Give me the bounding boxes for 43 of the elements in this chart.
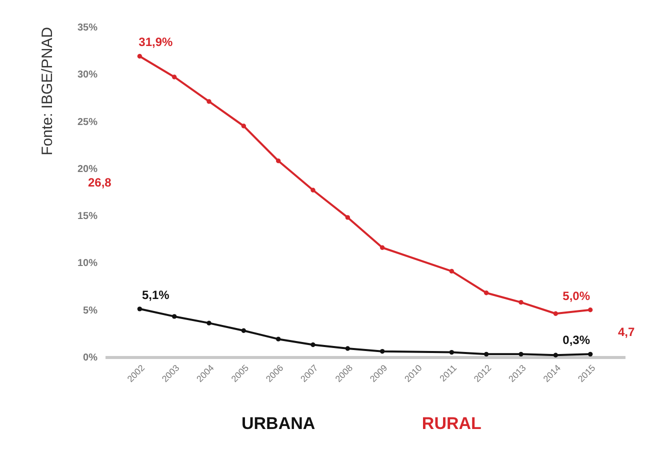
- point: [206, 320, 212, 326]
- point: [345, 215, 350, 220]
- point: [310, 188, 316, 192]
- text: RURAL: [422, 414, 482, 433]
- point: [449, 268, 454, 274]
- point: [484, 290, 489, 296]
- y-tick-label: 15%: [77, 211, 98, 222]
- y-tick-label: 10%: [77, 258, 98, 270]
- point: [241, 328, 246, 333]
- point: [310, 342, 316, 348]
- point: [553, 352, 558, 358]
- y-tick-label: 30%: [77, 70, 98, 81]
- point: [518, 352, 524, 357]
- source-note: Fonte: IBGE/PNAD: [39, 26, 56, 156]
- annotation: 5,1%: [142, 288, 170, 302]
- annotation: 26,8: [88, 176, 112, 190]
- point: [206, 99, 212, 104]
- y-tick-label: 35%: [77, 22, 98, 34]
- annotation: 4,7: [618, 325, 635, 340]
- point: [449, 350, 454, 355]
- point: [345, 346, 350, 351]
- point: [380, 349, 385, 354]
- point: [172, 74, 177, 80]
- point: [380, 245, 385, 250]
- point: [518, 300, 524, 305]
- annotation: 0,3%: [562, 333, 590, 348]
- y-tick-label: 5%: [83, 305, 98, 316]
- point: [276, 158, 281, 164]
- point: [137, 306, 142, 312]
- point: [172, 314, 177, 319]
- annotation: 31,9%: [138, 35, 174, 50]
- point: [553, 311, 558, 316]
- point: [588, 352, 593, 357]
- point: [137, 54, 142, 59]
- y-tick-label: 25%: [77, 116, 98, 128]
- point: [588, 308, 593, 312]
- point: [276, 336, 281, 342]
- point: [484, 352, 489, 357]
- text: URBANA: [241, 414, 316, 433]
- point: [241, 124, 246, 128]
- annotation: 5,0%: [562, 288, 590, 303]
- y-tick-label: 0%: [83, 352, 98, 364]
- y-tick-label: 20%: [77, 164, 98, 175]
